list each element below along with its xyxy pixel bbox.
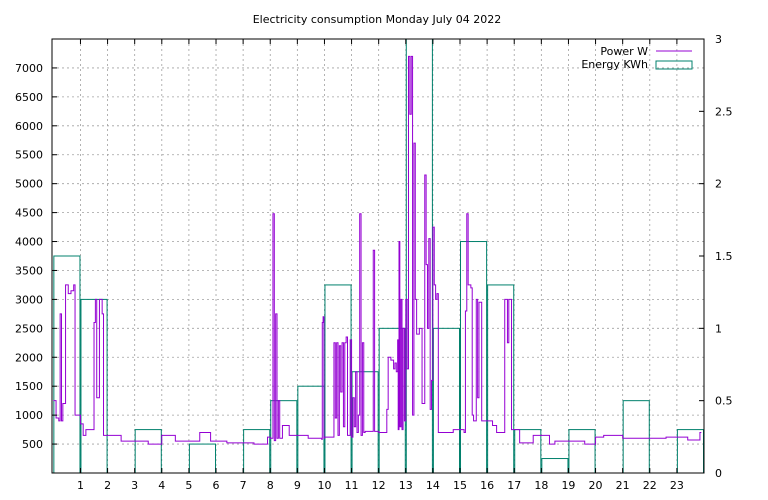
- y-right-tick-label: 1: [715, 322, 722, 335]
- legend: Power W Energy KWh: [581, 45, 693, 71]
- legend-energy-label: Energy KWh: [581, 58, 648, 71]
- y-right-tick-label: 2: [715, 178, 722, 191]
- y-right-tick-label: 2.5: [715, 105, 733, 118]
- y-left-tick-label: 1500: [15, 380, 43, 393]
- energy-bar: [514, 429, 542, 474]
- energy-bar: [487, 284, 515, 474]
- y-right-tick-label: 3: [715, 33, 722, 46]
- y-left-tick-label: 500: [22, 438, 43, 451]
- y-right-tick-label: 1.5: [715, 250, 733, 263]
- x-tick-label: 1: [77, 479, 84, 492]
- x-tick-label: 3: [131, 479, 138, 492]
- y-left-tick-label: 5500: [15, 149, 43, 162]
- x-tick-label: 17: [507, 479, 521, 492]
- x-tick-label: 12: [372, 479, 386, 492]
- y-left-tick-label: 7000: [15, 62, 43, 75]
- y-left-tick-label: 4500: [15, 207, 43, 220]
- y-right-tick-label: 0: [715, 467, 722, 480]
- energy-bar: [188, 443, 217, 474]
- y-left-tick-label: 4000: [15, 236, 43, 249]
- y-left-tick-label: 6500: [15, 91, 43, 104]
- x-tick-label: 14: [426, 479, 440, 492]
- y-left-tick-label: 5000: [15, 178, 43, 191]
- axes: 1 2 3 4 5 6 7 8 9 10 11 12 13 14 15 16 17 18 19 20 21 22 23500…: [15, 33, 733, 492]
- x-tick-label: 2: [104, 479, 111, 492]
- x-tick-label: 20: [589, 479, 603, 492]
- x-tick-label: 16: [480, 479, 494, 492]
- x-tick-label: 5: [185, 479, 192, 492]
- y-left-tick-label: 3500: [15, 264, 43, 277]
- y-left-tick-label: 2000: [15, 351, 43, 364]
- y-right-tick-label: 0.5: [715, 395, 733, 408]
- x-tick-label: 8: [267, 479, 274, 492]
- energy-bar: [243, 429, 271, 474]
- x-tick-label: 4: [158, 479, 165, 492]
- chart-title: Electricity consumption Monday July 04 2…: [253, 13, 502, 26]
- energy-bar: [541, 458, 569, 474]
- y-left-tick-label: 2500: [15, 322, 43, 335]
- energy-bar: [53, 255, 81, 474]
- x-tick-label: 23: [670, 479, 684, 492]
- y-left-tick-label: 3000: [15, 293, 43, 306]
- energy-bar: [134, 429, 162, 474]
- energy-bar: [568, 429, 596, 474]
- legend-power-label: Power W: [600, 45, 648, 58]
- energy-bar: [622, 400, 650, 474]
- x-tick-label: 19: [561, 479, 575, 492]
- power-series: [53, 55, 702, 445]
- x-tick-label: 7: [240, 479, 247, 492]
- x-tick-label: 18: [534, 479, 548, 492]
- x-tick-label: 6: [213, 479, 220, 492]
- x-tick-label: 15: [453, 479, 467, 492]
- x-tick-label: 13: [399, 479, 413, 492]
- x-tick-label: 22: [643, 479, 657, 492]
- energy-bar: [297, 385, 325, 474]
- x-tick-label: 10: [317, 479, 331, 492]
- energy-bar: [432, 327, 461, 474]
- power-line: [53, 55, 702, 445]
- x-tick-label: 11: [345, 479, 359, 492]
- y-left-tick-label: 1000: [15, 409, 43, 422]
- x-tick-label: 9: [294, 479, 301, 492]
- x-tick-label: 21: [616, 479, 630, 492]
- y-left-tick-label: 6000: [15, 120, 43, 133]
- legend-energy-swatch: [655, 60, 693, 70]
